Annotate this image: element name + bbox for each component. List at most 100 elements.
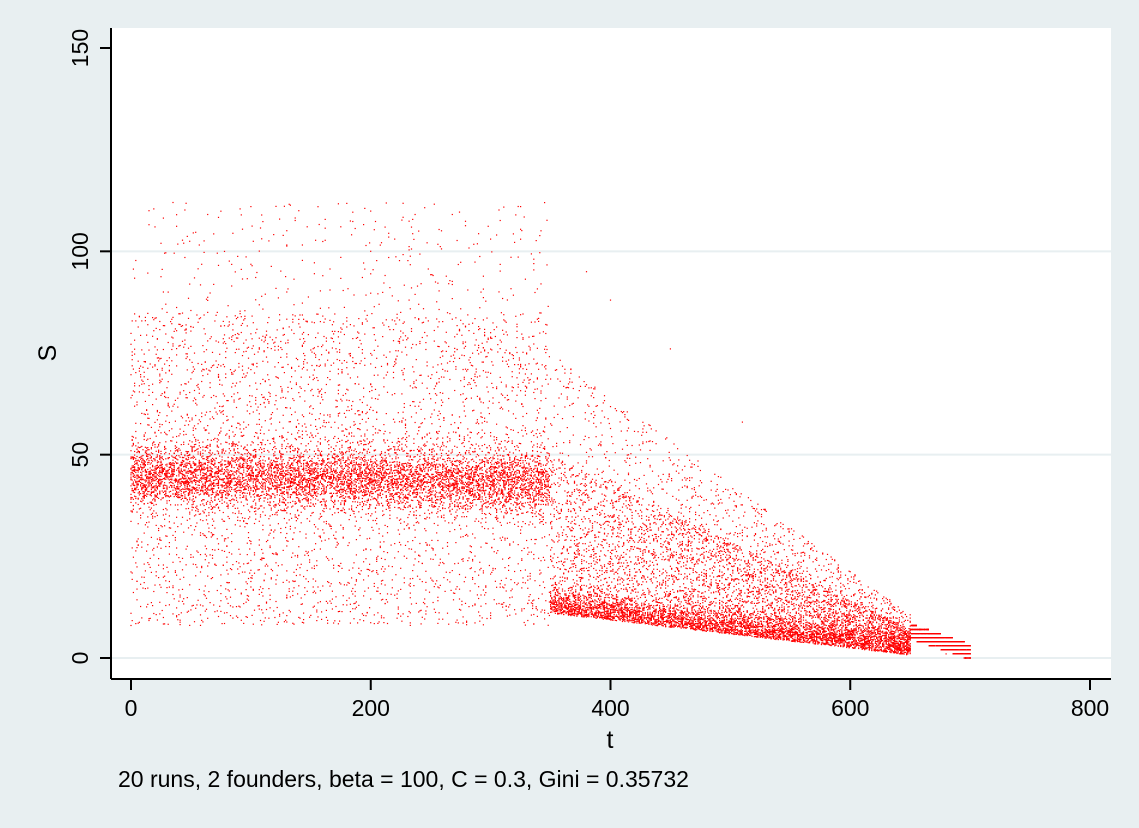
- data-point: [377, 293, 378, 294]
- data-point: [439, 587, 440, 588]
- data-point: [164, 519, 165, 520]
- data-point: [847, 604, 848, 605]
- data-point: [339, 451, 340, 452]
- data-point: [665, 594, 666, 595]
- data-point: [854, 610, 855, 611]
- data-point: [498, 209, 499, 210]
- data-point: [623, 602, 624, 603]
- data-point: [184, 425, 185, 426]
- data-point: [518, 563, 519, 564]
- data-point: [636, 615, 637, 616]
- data-point: [508, 455, 509, 456]
- data-point: [777, 634, 778, 635]
- data-point: [526, 369, 527, 370]
- data-point: [248, 452, 249, 453]
- data-point: [326, 601, 327, 602]
- data-point: [754, 632, 755, 633]
- data-point: [267, 399, 268, 400]
- data-point: [688, 551, 689, 552]
- data-point: [349, 509, 350, 510]
- data-point: [210, 453, 211, 454]
- data-point: [356, 459, 357, 460]
- data-point: [785, 564, 786, 565]
- data-point: [679, 619, 680, 620]
- data-point: [169, 491, 170, 492]
- data-point: [760, 584, 761, 585]
- data-point: [570, 468, 571, 469]
- data-point: [524, 622, 525, 623]
- data-point: [538, 497, 539, 498]
- data-point: [234, 400, 235, 401]
- data-point: [739, 590, 740, 591]
- data-point: [868, 624, 869, 625]
- data-point: [550, 486, 551, 487]
- data-point: [846, 639, 847, 640]
- data-point: [647, 458, 648, 459]
- data-point: [284, 621, 285, 622]
- data-point: [259, 488, 260, 489]
- data-point: [265, 478, 266, 479]
- data-point: [578, 604, 579, 605]
- data-point: [207, 374, 208, 375]
- data-point: [281, 391, 282, 392]
- data-point: [718, 585, 719, 586]
- data-point: [628, 578, 629, 579]
- data-point: [809, 629, 810, 630]
- data-point: [421, 507, 422, 508]
- data-point: [322, 460, 323, 461]
- data-point: [242, 278, 243, 279]
- data-point: [333, 438, 334, 439]
- data-point: [883, 638, 884, 639]
- data-point: [705, 585, 706, 586]
- data-point: [490, 574, 491, 575]
- data-point: [642, 428, 643, 429]
- data-point: [682, 545, 683, 546]
- data-point: [235, 385, 236, 386]
- data-point: [339, 582, 340, 583]
- data-point: [751, 564, 752, 565]
- data-point: [545, 487, 546, 488]
- data-point: [320, 513, 321, 514]
- data-point: [786, 596, 787, 597]
- data-point: [238, 334, 239, 335]
- data-point: [474, 556, 475, 557]
- data-point: [700, 596, 701, 597]
- data-point: [688, 588, 689, 589]
- data-point: [226, 471, 227, 472]
- data-point: [194, 501, 195, 502]
- data-point: [671, 527, 672, 528]
- data-point: [369, 507, 370, 508]
- data-point: [620, 579, 621, 580]
- data-point: [466, 370, 467, 371]
- data-point: [232, 506, 233, 507]
- data-point: [738, 588, 739, 589]
- data-point: [527, 588, 528, 589]
- data-point: [550, 487, 551, 488]
- data-point: [550, 612, 551, 613]
- data-point: [320, 427, 321, 428]
- data-point: [876, 629, 877, 630]
- data-point: [211, 463, 212, 464]
- data-point: [301, 377, 302, 378]
- data-point: [630, 453, 631, 454]
- data-point: [335, 493, 336, 494]
- data-point: [581, 563, 582, 564]
- data-point: [218, 462, 219, 463]
- data-point: [463, 459, 464, 460]
- data-point: [828, 588, 829, 589]
- data-point: [345, 417, 346, 418]
- data-point: [389, 287, 390, 288]
- data-point: [364, 501, 365, 502]
- data-point: [869, 631, 870, 632]
- data-point: [200, 466, 201, 467]
- data-point: [564, 369, 565, 370]
- data-point: [375, 479, 376, 480]
- data-point: [580, 577, 581, 578]
- data-point: [596, 553, 597, 554]
- data-point: [188, 444, 189, 445]
- data-point: [190, 477, 191, 478]
- data-point: [344, 490, 345, 491]
- data-point: [500, 538, 501, 539]
- data-point: [417, 471, 418, 472]
- data-point: [385, 227, 386, 228]
